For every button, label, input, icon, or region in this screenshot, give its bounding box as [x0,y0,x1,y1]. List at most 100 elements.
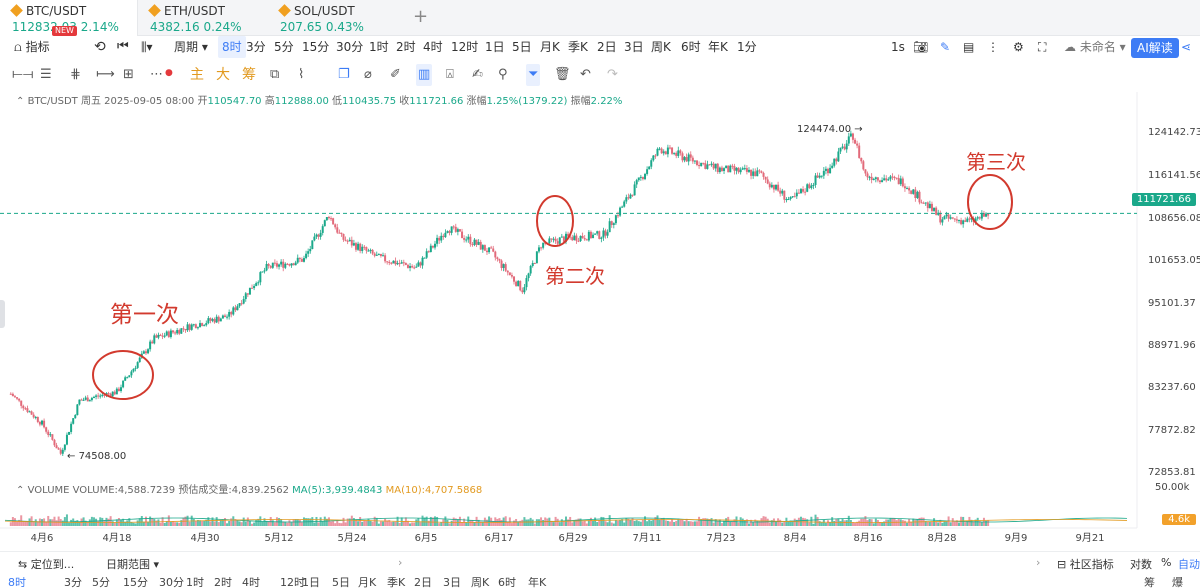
parallel-tool-icon[interactable]: ☰ [40,67,52,82]
bottom-right-label-1[interactable]: 爆 [1172,577,1183,588]
bottom-interval-16[interactable]: 6时 [498,577,516,588]
bottom-interval-14[interactable]: 3日 [443,577,461,588]
bars-icon[interactable]: ▥ [416,64,433,86]
add-tab-button[interactable]: + [413,6,429,27]
interval-13[interactable]: 2日 [597,40,617,54]
interval-5[interactable]: 1时 [369,40,389,54]
refresh-rate[interactable]: 1s [891,40,905,54]
community-indicator-button[interactable]: ⊟ 社区指标 [1057,556,1114,572]
redo-icon[interactable]: ↷ [607,67,618,82]
bottom-interval-4[interactable]: 30分 [159,577,184,588]
chip-button[interactable]: 筹 [242,67,256,83]
interval-15[interactable]: 周K [651,40,671,54]
bottom-interval-7[interactable]: 4时 [242,577,260,588]
interval-14[interactable]: 3日 [624,40,644,54]
period-select[interactable]: 周期 ▾ [174,40,208,54]
side-panel-handle[interactable] [0,300,5,328]
candle-body [581,235,584,239]
main-button[interactable]: 主 [190,67,204,83]
bottom-interval-8[interactable]: 12时 [280,577,305,588]
collapse-icon[interactable]: ⌃ [16,485,25,496]
bottom-interval-1[interactable]: 3分 [64,577,82,588]
magnet-icon[interactable]: ⚲ [498,67,508,82]
interval-16[interactable]: 6时 [681,40,701,54]
template-icon[interactable]: ▤ [963,40,975,54]
interval-4[interactable]: 30分 [336,40,364,54]
bottom-interval-13[interactable]: 2日 [414,577,432,588]
percent-toggle[interactable]: % [1161,556,1172,569]
camera-icon[interactable]: 📷︎ [913,40,929,54]
log-toggle[interactable]: 对数 [1130,558,1152,571]
locate-button[interactable]: ⇆ 定位到... [18,556,74,572]
volume-bar [537,519,540,526]
rewind-icon[interactable]: ⏮ [117,39,129,54]
copy-icon[interactable]: ⧉ [270,67,280,82]
collapse-icon[interactable]: ⌃ [16,96,25,107]
layers-icon[interactable]: ❐ [338,67,350,82]
interval-8[interactable]: 12时 [451,40,479,54]
interval-6[interactable]: 2时 [396,40,416,54]
bottom-interval-5[interactable]: 1时 [186,577,204,588]
lock-icon[interactable]: ⍓ [446,67,454,82]
filter-icon[interactable]: ⏷ [526,64,541,86]
auto-toggle[interactable]: 自动 [1178,558,1200,571]
tab-eth[interactable]: ETH/USDT 4382.16 0.24% [138,0,268,36]
pencil-icon[interactable]: ✎ [940,40,951,54]
interval-7[interactable]: 4时 [423,40,443,54]
ruler-icon[interactable]: ⌀ [364,67,372,82]
tab-sol[interactable]: SOL/USDT 207.65 0.43% [268,0,398,36]
undo-layout-icon[interactable]: ⟲ [94,39,106,55]
ray-tool-icon[interactable]: ⟼ [96,67,115,82]
more-icon[interactable]: ⋮ [987,40,999,54]
note-icon[interactable]: ✍ [472,67,483,82]
fullscreen-icon[interactable]: ⛶ [1038,40,1047,54]
marker-icon[interactable]: ✐ [390,67,401,82]
bottom-interval-10[interactable]: 5日 [332,577,350,588]
interval-10[interactable]: 5日 [512,40,532,54]
hline-tool-icon[interactable]: ⋕ [70,67,81,82]
chevron-right-icon[interactable]: › [398,556,403,569]
interval-1[interactable]: 3分 [246,40,266,54]
interval-2[interactable]: 5分 [274,40,294,54]
bottom-interval-15[interactable]: 周K [471,577,490,588]
bottom-interval-6[interactable]: 2时 [214,577,232,588]
delete-icon[interactable]: 🗑︎ [554,67,571,82]
bottom-interval-9[interactable]: 1日 [302,577,320,588]
undo-icon[interactable]: ↶ [580,67,591,82]
candle-body [307,251,310,254]
interval-11[interactable]: 月K [540,40,560,54]
interval-18[interactable]: 1分 [737,40,757,54]
bottom-interval-3[interactable]: 15分 [123,577,148,588]
bottom-interval-2[interactable]: 5分 [92,577,110,588]
ai-button[interactable]: AI解读 [1131,38,1179,58]
bottom-interval-12[interactable]: 季K [387,577,406,588]
date-range-select[interactable]: 日期范围 ▾ [106,558,160,571]
candle-body [230,312,233,315]
line-tool-icon[interactable]: ⟝⟞ [12,67,34,82]
bottom-interval-0[interactable]: 8时 [8,577,26,588]
brush-icon[interactable]: ⌇ [298,67,305,82]
candle-body [282,261,285,268]
crosshair-tool-icon[interactable]: ⊞ [123,67,134,82]
bottom-interval-17[interactable]: 年K [528,577,547,588]
big-button[interactable]: 大 [216,67,230,83]
settings-icon[interactable]: ⚙ [1013,40,1024,54]
volume-bar [610,522,613,526]
bottom-interval-11[interactable]: 月K [358,577,377,588]
volume-bar [693,521,696,526]
interval-3[interactable]: 15分 [302,40,330,54]
chart-type-icon[interactable]: ⫼▾ [141,40,153,54]
indicator-button[interactable]: ⩍ 指标 [14,36,50,58]
bottom-right-label-0[interactable]: 筹 [1144,577,1155,588]
volume-bar [192,518,195,526]
share-icon[interactable]: ⋖ [1181,40,1192,54]
interval-17[interactable]: 年K [708,40,728,54]
chevron-right-icon[interactable]: › [1036,556,1041,569]
interval-0[interactable]: 8时 [218,36,246,58]
more-tools-icon[interactable]: ⋯ [150,67,163,82]
tab-btc[interactable]: BTC/USDT 112832.03 2.14% NEW [0,0,138,36]
interval-9[interactable]: 1日 [485,40,505,54]
cloud-layout[interactable]: ☁ 未命名 ▾ [1064,40,1126,54]
interval-12[interactable]: 季K [568,40,588,54]
